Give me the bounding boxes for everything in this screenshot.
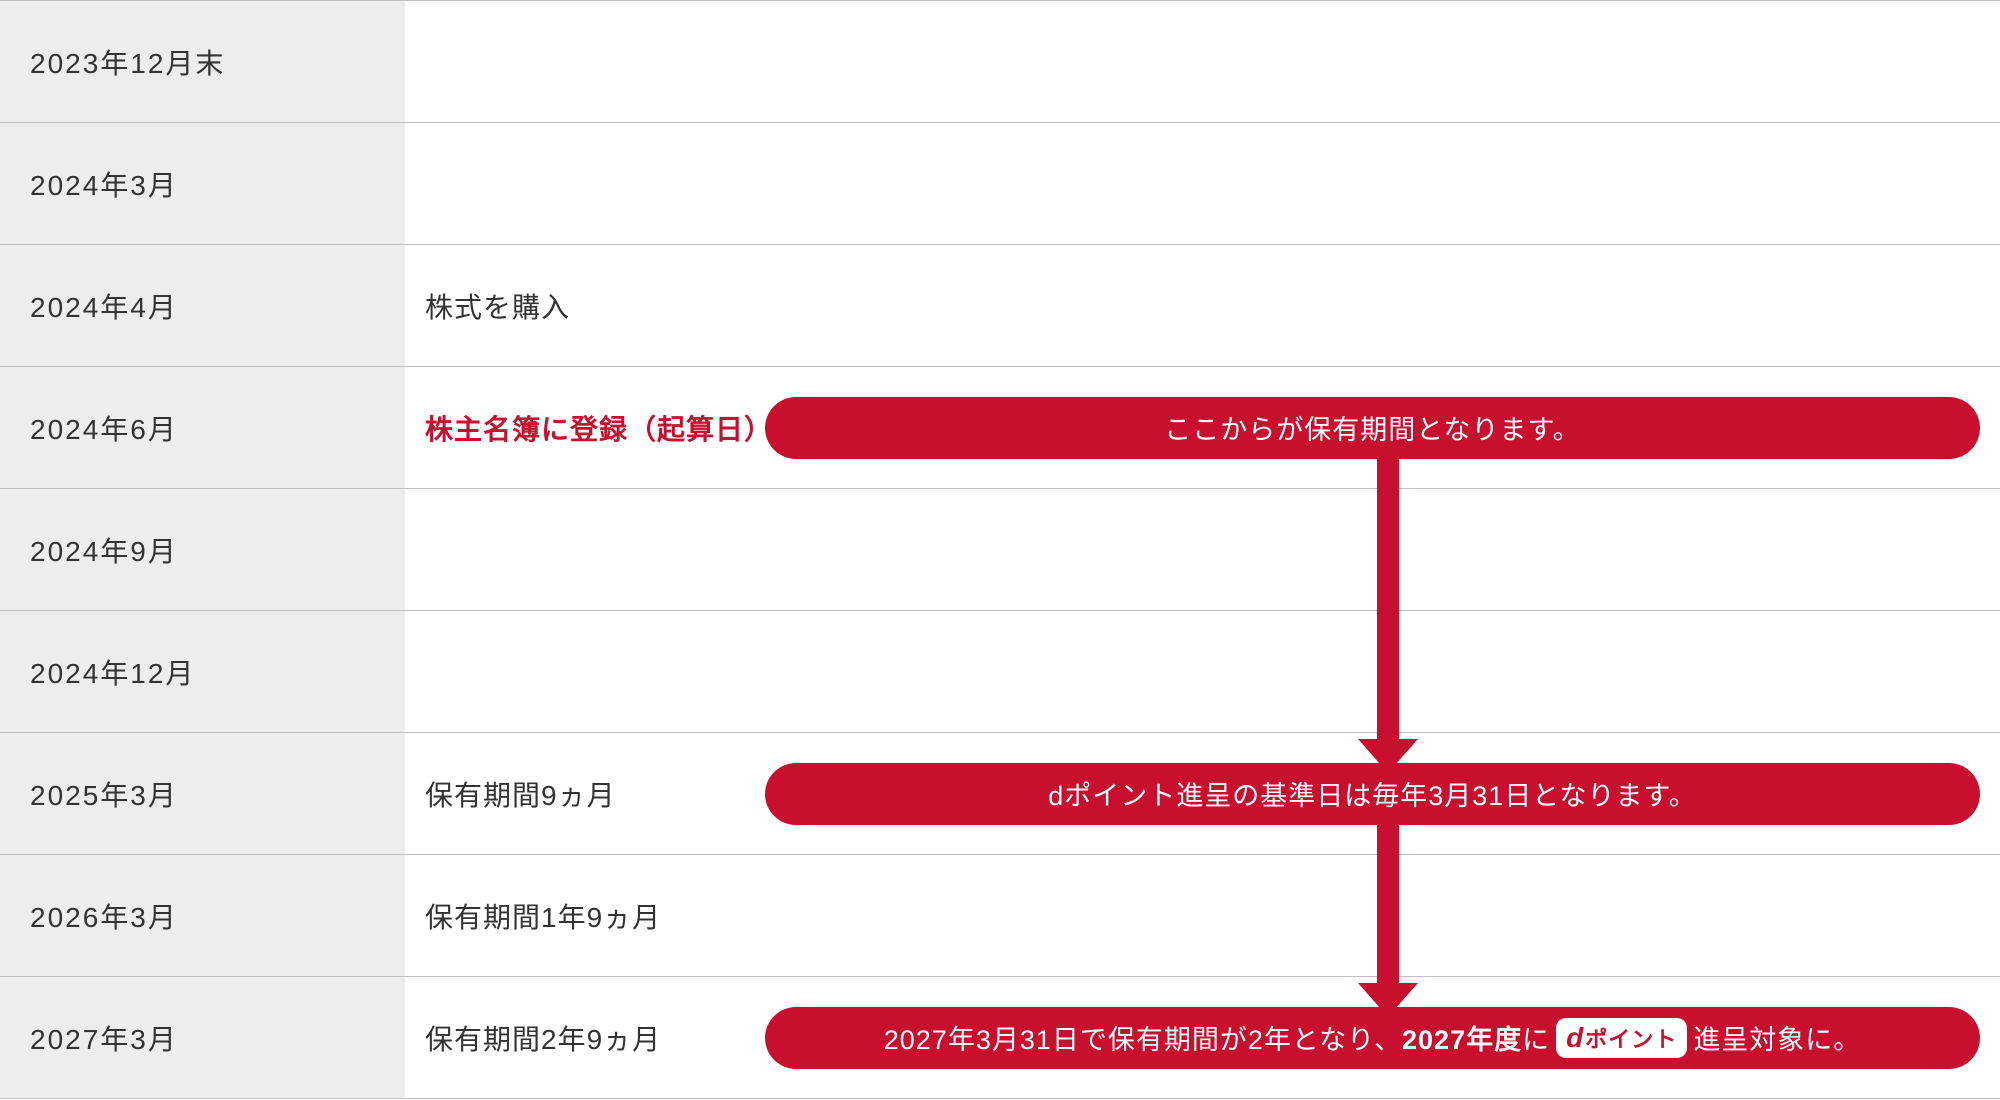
table-row: 2024年12月 — [0, 611, 2000, 733]
date-cell: 2023年12月末 — [0, 1, 405, 122]
timeline-table: 2023年12月末 2024年3月 2024年4月 株式を購入 2024年6月 … — [0, 0, 2000, 1099]
pill3-bold: 2027年度 — [1402, 1018, 1522, 1057]
arrow-shaft — [1377, 459, 1399, 739]
pill3-post: 進呈対象に。 — [1693, 1018, 1861, 1057]
date-cell: 2025年3月 — [0, 733, 405, 854]
date-cell: 2024年3月 — [0, 123, 405, 244]
pill-eligible: 2027年3月31日で保有期間が2年となり、 2027年度 に d ポイント 進… — [765, 1007, 1980, 1069]
pill3-mid: に — [1522, 1018, 1550, 1057]
table-row: 2023年12月末 — [0, 1, 2000, 123]
date-cell: 2024年4月 — [0, 245, 405, 366]
table-row: 2024年4月 株式を購入 — [0, 245, 2000, 367]
desc-cell: 保有期間9ヵ月 — [405, 733, 765, 854]
pill-holding-start: ここからが保有期間となります。 — [765, 397, 1980, 459]
date-cell: 2024年9月 — [0, 489, 405, 610]
arrow-shaft — [1377, 825, 1399, 983]
pill3-pre: 2027年3月31日で保有期間が2年となり、 — [884, 1018, 1402, 1057]
desc-cell — [405, 123, 765, 244]
desc-cell: 保有期間2年9ヵ月 — [405, 977, 765, 1098]
table-row: 2027年3月 保有期間2年9ヵ月 2027年3月31日で保有期間が2年となり、… — [0, 977, 2000, 1099]
date-cell: 2027年3月 — [0, 977, 405, 1098]
table-row: 2024年3月 — [0, 123, 2000, 245]
date-cell: 2026年3月 — [0, 855, 405, 976]
desc-cell: 株式を購入 — [405, 245, 765, 366]
pill-cell — [765, 245, 2000, 366]
desc-cell: 保有期間1年9ヵ月 — [405, 855, 765, 976]
pill-cell — [765, 123, 2000, 244]
dpoint-badge: d ポイント — [1556, 1018, 1687, 1058]
date-cell: 2024年6月 — [0, 367, 405, 488]
table-row: 2026年3月 保有期間1年9ヵ月 — [0, 855, 2000, 977]
pill-base-date: dポイント進呈の基準日は毎年3月31日となります。 — [765, 763, 1980, 825]
desc-cell — [405, 611, 765, 732]
table-row: 2024年9月 — [0, 489, 2000, 611]
desc-cell-origin: 株主名簿に登録（起算日） — [405, 367, 765, 488]
dpoint-text: ポイント — [1585, 1022, 1677, 1054]
table-row: 2025年3月 保有期間9ヵ月 dポイント進呈の基準日は毎年3月31日となります… — [0, 733, 2000, 855]
dpoint-d: d — [1566, 1022, 1584, 1054]
date-cell: 2024年12月 — [0, 611, 405, 732]
desc-cell — [405, 1, 765, 122]
desc-cell — [405, 489, 765, 610]
table-row: 2024年6月 株主名簿に登録（起算日） ここからが保有期間となります。 — [0, 367, 2000, 489]
pill-cell — [765, 1, 2000, 122]
